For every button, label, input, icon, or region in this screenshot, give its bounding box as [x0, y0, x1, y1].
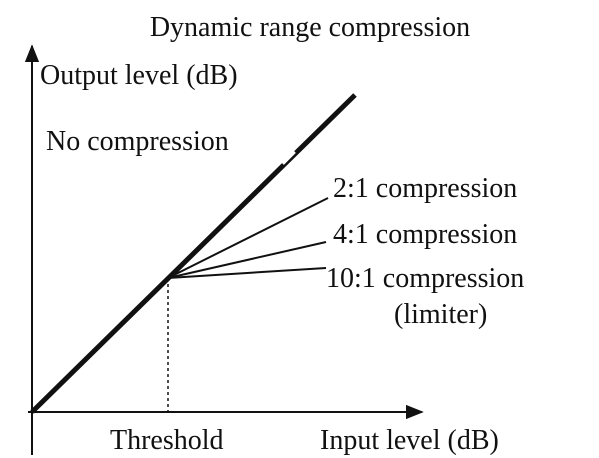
no-compression-line	[30, 93, 357, 414]
ratio-4-line	[167, 241, 327, 279]
line-gap	[278, 147, 296, 165]
curve-label: 4:1 compression	[333, 219, 517, 250]
ratio-2-line	[167, 197, 329, 279]
curve-label: 2:1 compression	[333, 173, 517, 204]
threshold-label: Threshold	[110, 425, 224, 456]
title: Dynamic range compression	[150, 12, 470, 43]
x-axis-label: Input level (dB)	[320, 425, 499, 456]
curve-note: (limiter)	[394, 299, 487, 330]
curve-label: 10:1 compression	[326, 263, 524, 294]
curve-label: No compression	[46, 126, 229, 157]
ratio-10-line	[167, 267, 327, 279]
y-axis-label: Output level (dB)	[40, 60, 238, 91]
